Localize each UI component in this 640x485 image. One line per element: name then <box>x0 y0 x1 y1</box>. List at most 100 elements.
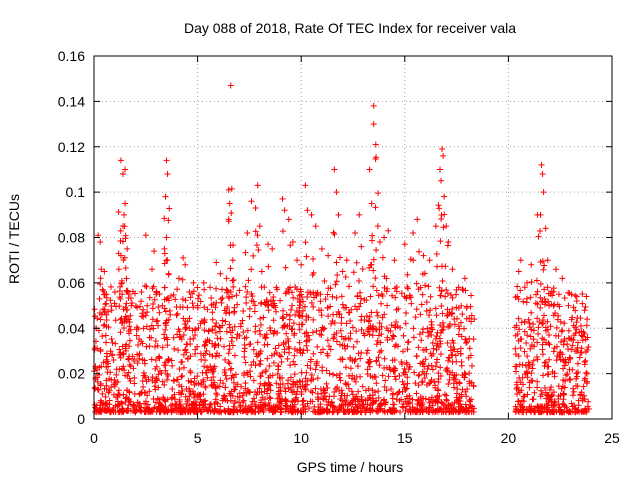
data-point <box>282 264 289 271</box>
data-point <box>206 404 213 411</box>
data-point <box>109 352 116 359</box>
data-point <box>246 313 253 320</box>
data-point <box>427 307 434 314</box>
data-point <box>421 270 428 277</box>
data-point <box>149 266 156 273</box>
data-point <box>314 343 321 350</box>
data-point <box>459 311 466 318</box>
data-point <box>248 361 255 368</box>
data-point <box>410 334 417 341</box>
data-point <box>227 288 234 295</box>
data-point <box>168 395 175 402</box>
data-point <box>415 372 422 379</box>
data-point <box>303 342 310 349</box>
data-point <box>550 288 557 295</box>
data-point <box>442 293 449 300</box>
data-point <box>175 347 182 354</box>
y-tick-label: 0.1 <box>66 184 86 200</box>
data-point <box>146 343 153 350</box>
data-point <box>197 320 204 327</box>
data-point <box>251 302 258 309</box>
data-point <box>109 339 116 346</box>
data-point <box>547 290 554 297</box>
data-point <box>330 335 337 342</box>
data-point <box>105 308 112 315</box>
data-point <box>357 295 364 302</box>
data-point <box>411 369 418 376</box>
data-point <box>534 356 541 363</box>
data-point <box>446 376 453 383</box>
data-point <box>214 335 221 342</box>
data-point <box>233 292 240 299</box>
data-point <box>429 366 436 373</box>
data-point <box>409 404 416 411</box>
data-point <box>397 409 404 416</box>
data-point <box>223 375 230 382</box>
data-point <box>339 301 346 308</box>
data-point <box>286 345 293 352</box>
data-point <box>421 406 428 413</box>
data-point <box>164 408 171 415</box>
data-point <box>570 304 577 311</box>
data-point <box>195 324 202 331</box>
data-point <box>184 318 191 325</box>
data-point <box>335 407 342 414</box>
data-point <box>548 384 555 391</box>
data-point <box>344 406 351 413</box>
data-point <box>302 239 309 246</box>
data-point <box>548 402 555 409</box>
data-point <box>266 289 273 296</box>
data-point <box>92 385 99 392</box>
data-point <box>430 345 437 352</box>
data-point <box>309 398 316 405</box>
data-point <box>209 326 216 333</box>
data-point <box>272 345 279 352</box>
data-point <box>294 257 301 264</box>
data-point <box>453 394 460 401</box>
data-point <box>132 290 139 297</box>
data-point <box>133 326 140 333</box>
data-point <box>405 338 412 345</box>
data-point <box>244 327 251 334</box>
data-point <box>252 323 259 330</box>
data-point <box>288 387 295 394</box>
data-point <box>317 386 324 393</box>
data-point <box>154 342 161 349</box>
data-point <box>176 334 183 341</box>
data-point <box>461 275 468 282</box>
data-point <box>520 393 527 400</box>
data-point <box>250 252 257 259</box>
data-point <box>201 363 208 370</box>
data-point <box>584 347 591 354</box>
data-point <box>358 326 365 333</box>
data-point <box>146 326 153 333</box>
data-point <box>359 383 366 390</box>
data-point <box>333 338 340 345</box>
data-point <box>281 207 288 214</box>
data-point <box>369 407 376 414</box>
data-point <box>471 316 478 323</box>
data-point <box>330 409 337 416</box>
data-point <box>550 302 557 309</box>
data-point <box>310 303 317 310</box>
data-point <box>570 385 577 392</box>
data-point <box>565 289 572 296</box>
data-point <box>521 318 528 325</box>
data-point <box>275 366 282 373</box>
data-point <box>230 242 237 249</box>
data-point <box>464 386 471 393</box>
data-point <box>573 370 580 377</box>
data-point <box>210 373 217 380</box>
data-point <box>204 374 211 381</box>
data-point <box>104 369 111 376</box>
data-point <box>444 365 451 372</box>
data-point <box>417 401 424 408</box>
data-point <box>182 261 189 268</box>
data-point <box>226 200 233 207</box>
data-point <box>112 402 119 409</box>
data-point <box>560 396 567 403</box>
data-point <box>163 257 170 264</box>
data-point <box>296 339 303 346</box>
data-point <box>249 293 256 300</box>
data-point <box>394 323 401 330</box>
